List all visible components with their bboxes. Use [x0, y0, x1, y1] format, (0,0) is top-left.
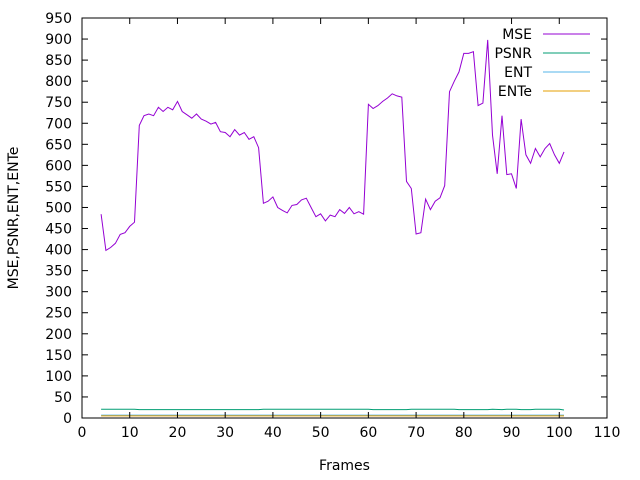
x-tick-label: 70 [407, 425, 425, 441]
y-tick-label: 150 [45, 348, 72, 364]
ticks-layer: 0 10 20 30 40 50 60 70 80 90 100 110 0 50 100 150 200 250… [45, 11, 620, 441]
legend-label-ente: ENTe [498, 84, 532, 100]
series-line-psnr [101, 408, 565, 411]
y-tick-label: 200 [45, 327, 72, 343]
x-tick-label: 20 [169, 425, 187, 441]
y-tick-label: 100 [45, 369, 72, 385]
x-axis-label: Frames [319, 458, 370, 474]
y-tick-label: 500 [45, 200, 72, 216]
y-axis-label: MSE,PSNR,ENT,ENTe [6, 147, 22, 290]
x-tick-label: 60 [359, 425, 377, 441]
series-line-mse [100, 39, 565, 252]
plot-frame [81, 17, 608, 419]
y-tick-label: 400 [45, 243, 72, 259]
x-tick-label: 110 [594, 425, 621, 441]
y-tick-label: 900 [45, 32, 72, 48]
legend-label-ent: ENT [504, 65, 532, 81]
y-tick-label: 250 [45, 306, 72, 322]
y-tick-label: 850 [45, 53, 72, 69]
y-tick-label: 550 [45, 179, 72, 195]
y-tick-label: 350 [45, 264, 72, 280]
x-tick-label: 80 [455, 425, 473, 441]
series-layer [100, 39, 565, 417]
y-tick-label: 800 [45, 74, 72, 90]
y-tick-label: 700 [45, 116, 72, 132]
x-tick-label: 40 [264, 425, 282, 441]
x-tick-label: 90 [503, 425, 521, 441]
y-tick-label: 600 [45, 158, 72, 174]
y-tick-label: 0 [63, 411, 72, 427]
y-tick-label: 450 [45, 222, 72, 238]
x-tick-label: 0 [78, 425, 87, 441]
legend-label-mse: MSE [502, 27, 532, 43]
y-tick-label: 300 [45, 285, 72, 301]
x-tick-label: 30 [216, 425, 234, 441]
y-tick-label: 950 [45, 11, 72, 27]
x-tick-label: 10 [121, 425, 139, 441]
x-tick-label: 50 [312, 425, 330, 441]
legend-label-psnr: PSNR [494, 46, 532, 62]
legend: MSE PSNR ENT ENTe [494, 27, 590, 100]
y-tick-label: 650 [45, 137, 72, 153]
y-tick-label: 750 [45, 95, 72, 111]
x-tick-label: 100 [546, 425, 573, 441]
y-tick-label: 50 [54, 390, 72, 406]
